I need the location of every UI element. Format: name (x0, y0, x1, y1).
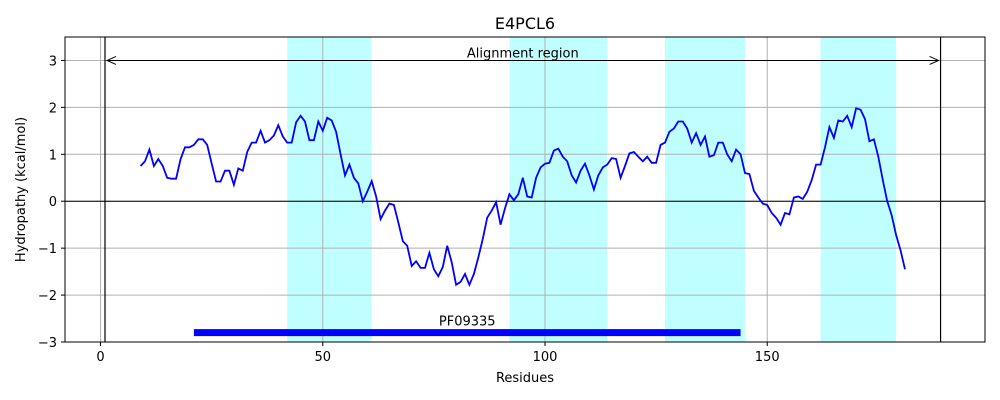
highlight-region (665, 37, 745, 342)
highlight-region (820, 37, 897, 342)
y-tick-label: 0 (49, 195, 57, 210)
highlight-region (287, 37, 372, 342)
y-tick-label: −3 (38, 336, 57, 351)
y-axis-ticks: −3 −2 −1 0 1 2 3 (38, 54, 65, 351)
x-tick-label: 0 (96, 350, 104, 365)
x-axis-ticks: 0 50 100 150 (96, 342, 780, 365)
alignment-region-arrow (105, 56, 940, 65)
arrow-head-left (105, 56, 117, 65)
domain-label: PF09335 (439, 315, 496, 330)
y-tick-label: −1 (38, 242, 57, 257)
x-axis-label: Residues (496, 371, 554, 386)
domain-bar (193, 329, 741, 337)
y-axis-label: Hydropathy (kcal/mol) (14, 117, 29, 262)
highlight-regions (287, 37, 897, 342)
highlight-region (509, 37, 608, 342)
arrow-head-right (929, 56, 940, 65)
alignment-boundary-lines (104, 37, 942, 342)
hydropathy-line (139, 107, 906, 288)
x-tick-label: 150 (755, 350, 780, 365)
y-tick-label: 2 (49, 101, 57, 116)
y-tick-label: 1 (49, 148, 57, 163)
y-tick-label: −2 (38, 289, 57, 304)
chart-title: E4PCL6 (495, 14, 555, 33)
alignment-region-label: Alignment region (467, 46, 579, 61)
x-tick-label: 100 (533, 350, 558, 365)
x-tick-label: 50 (315, 350, 332, 365)
y-tick-label: 3 (49, 54, 57, 69)
plot-frame (64, 36, 986, 343)
